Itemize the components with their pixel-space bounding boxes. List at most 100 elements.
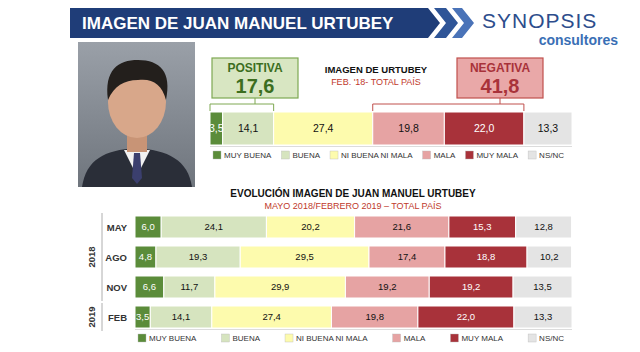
- category-label: MAY: [107, 222, 128, 233]
- legend-label: MUY MALA: [461, 334, 503, 343]
- data-label: 6,6: [143, 281, 156, 292]
- bar-segment: [524, 112, 572, 145]
- data-label: 22,0: [457, 311, 476, 322]
- group-label: 2019: [86, 306, 97, 327]
- data-label: 3,5: [136, 311, 149, 322]
- bar-segment: [240, 246, 369, 268]
- data-label: 19,2: [378, 281, 397, 292]
- chart-subtitle: FEB. '18- TOTAL PAÍS: [331, 77, 421, 87]
- bar-segment: [135, 276, 164, 298]
- photo-bg: [78, 42, 195, 187]
- header-banner: [70, 8, 440, 38]
- photo-suit: [82, 148, 192, 187]
- bar-segment: [514, 306, 572, 328]
- bar-segment: [516, 216, 572, 238]
- legend-label: NS/NC: [539, 334, 564, 343]
- bar-segment: [449, 216, 516, 238]
- bar-segment: [331, 306, 417, 328]
- chart-title: EVOLUCIÓN IMAGEN DE JUAN MANUEL URTUBEY: [230, 187, 476, 199]
- data-label: 3,5: [209, 122, 224, 134]
- data-labels: 6,024,120,221,615,312,84,819,329,517,418…: [136, 221, 559, 322]
- data-label: 24,1: [205, 221, 224, 232]
- summary-positive: POSITIVA17,6: [210, 58, 298, 111]
- data-label: 19,8: [398, 122, 419, 134]
- bar-segment: [444, 112, 524, 145]
- bar-segment: [513, 276, 572, 298]
- data-label: 20,2: [301, 221, 320, 232]
- photo: [78, 42, 195, 187]
- legend-swatch: [450, 334, 458, 342]
- data-label: 21,6: [392, 221, 411, 232]
- chart-subtitle: MAYO 2018/FEBRERO 2019 – TOTAL PAÍS: [265, 201, 442, 211]
- legend-swatch: [138, 334, 146, 342]
- category-label: NOV: [106, 282, 127, 293]
- group-label: 2018: [86, 246, 97, 267]
- axis-line: [135, 329, 572, 330]
- data-label: 29,9: [271, 281, 290, 292]
- axis-line: [210, 146, 572, 147]
- legend-label: NS/NC: [539, 151, 564, 160]
- legend-label: NI BUENA NI MALA: [296, 334, 368, 343]
- data-label: 27,4: [313, 122, 334, 134]
- data-label: 19,2: [462, 281, 481, 292]
- bar-segment: [156, 246, 240, 268]
- bar-segment: [135, 246, 156, 268]
- bar-segment: [429, 276, 513, 298]
- summary-value: 17,6: [236, 75, 275, 97]
- header-chevron: [452, 8, 474, 38]
- summary-bracket: [373, 98, 524, 111]
- legend-label: BUENA: [292, 151, 320, 160]
- logo-main: SYNOPSIS: [482, 9, 597, 32]
- data-label: 27,4: [262, 311, 281, 322]
- data-label: 13,3: [538, 122, 559, 134]
- legend-label: MUY BUENA: [224, 151, 272, 160]
- data-label: 6,0: [141, 221, 154, 232]
- data-label: 11,7: [180, 281, 198, 292]
- bar-segment: [164, 276, 215, 298]
- data-label: 17,4: [398, 251, 417, 262]
- summary-label: POSITIVA: [227, 61, 282, 75]
- data-label: 19,3: [189, 251, 208, 262]
- bar-segment: [266, 216, 354, 238]
- group-line: [102, 213, 103, 301]
- legend-swatch: [393, 334, 401, 342]
- legend: MUY BUENA BUENA NI BUENA NI MALA MALA MUY MA…: [213, 151, 564, 160]
- bar-segment: [445, 246, 527, 268]
- bar-segment: [161, 216, 266, 238]
- summary-box: [212, 58, 298, 98]
- logo-sub: consultores: [539, 32, 619, 48]
- photo-hair: [107, 60, 167, 100]
- legend-swatch: [221, 334, 229, 342]
- bar-segment: [135, 306, 150, 328]
- bar-segment: [345, 276, 429, 298]
- summary-box: [457, 58, 543, 98]
- photo-tie: [132, 153, 142, 184]
- legend-swatch: [528, 334, 536, 342]
- bar-segment: [355, 216, 449, 238]
- data-label: 15,3: [473, 221, 492, 232]
- legend-swatch: [465, 151, 473, 159]
- legend-swatch: [213, 151, 221, 159]
- legend-swatch: [285, 334, 293, 342]
- data-label: 10,2: [540, 251, 559, 262]
- summary-bracket: [210, 98, 274, 111]
- legend: MUY BUENABUENANI BUENA NI MALAMALAMUY MA…: [138, 334, 564, 343]
- data-label: 18,8: [477, 251, 496, 262]
- legend-label: BUENA: [232, 334, 260, 343]
- legend-swatch: [281, 151, 289, 159]
- legend-label: NI BUENA NI MALA: [341, 151, 413, 160]
- data-label: 22,0: [474, 122, 495, 134]
- category-label: AGO: [105, 252, 127, 263]
- legend-label: MUY MALA: [476, 151, 518, 160]
- summary-label: NEGATIVA: [470, 61, 531, 75]
- legend-swatch: [423, 151, 431, 159]
- legend-label: MALA: [434, 151, 456, 160]
- legend-label: MALA: [404, 334, 426, 343]
- header-title: IMAGEN DE JUAN MANUEL URTUBEY: [82, 14, 394, 33]
- bar-segment: [135, 216, 161, 238]
- data-label: 13,3: [534, 311, 553, 322]
- data-label: 14,1: [172, 311, 191, 322]
- data-label: 4,8: [139, 251, 152, 262]
- bar-segment: [150, 306, 212, 328]
- summary-value: 41,8: [481, 75, 520, 97]
